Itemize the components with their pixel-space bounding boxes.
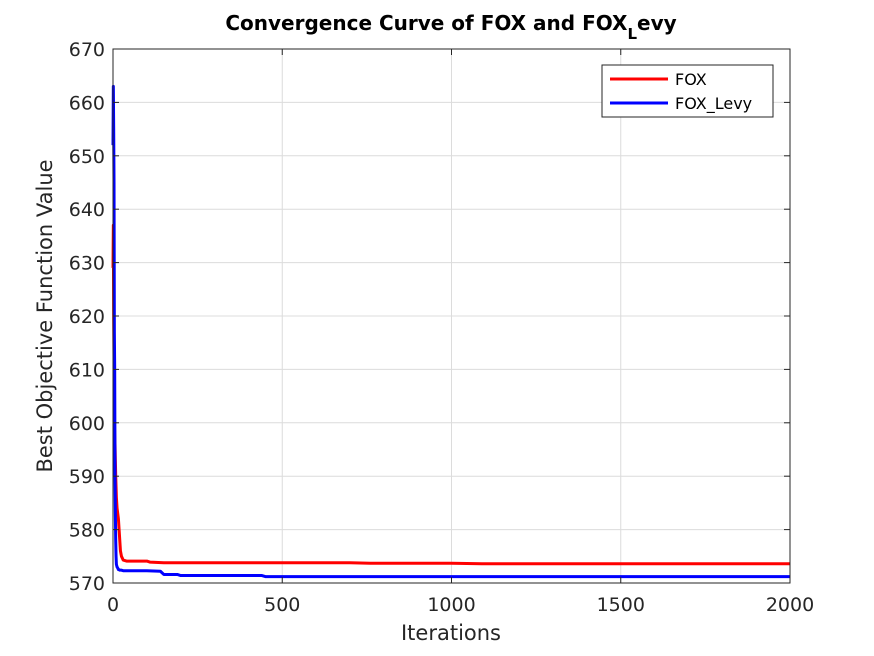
legend-box (601, 64, 774, 118)
y-tick-label: 580 (69, 520, 105, 542)
x-tick-label: 1000 (427, 594, 475, 616)
tick-marks (112, 48, 791, 584)
legend: FOX FOX_Levy (601, 64, 774, 118)
x-tick-label: 1500 (597, 594, 645, 616)
y-tick-label: 590 (69, 466, 105, 488)
legend-label-fox-levy: FOX_Levy (675, 94, 752, 114)
chart-title-tail: evy (637, 11, 677, 35)
y-tick-label: 640 (69, 199, 105, 221)
y-tick-label: 610 (69, 359, 105, 381)
y-tick-label: 660 (69, 92, 105, 114)
y-tick-label: 600 (69, 413, 105, 435)
chart-title: Convergence Curve of FOX and FOXLevy (225, 11, 676, 43)
y-axis-label: Best Objective Function Value (33, 159, 57, 472)
x-tick-label: 500 (264, 594, 300, 616)
x-tick-label: 0 (107, 594, 119, 616)
y-tick-label: 650 (69, 146, 105, 168)
chart-title-main: Convergence Curve of FOX and FOX (225, 11, 628, 35)
y-tick-label: 670 (69, 39, 105, 61)
y-tick-label: 620 (69, 306, 105, 328)
grid-lines (113, 49, 790, 583)
y-tick-label: 570 (69, 573, 105, 595)
x-tick-label: 2000 (766, 594, 814, 616)
chart-title-subscript: L (627, 25, 637, 43)
x-axis-label: Iterations (401, 621, 501, 645)
legend-label-fox: FOX (675, 70, 707, 89)
y-tick-label: 630 (69, 253, 105, 275)
y-tick-labels: 570 580 590 600 610 620 630 640 650 660 670 (69, 39, 105, 595)
x-tick-labels: 0 500 1000 1500 2000 (107, 594, 814, 616)
